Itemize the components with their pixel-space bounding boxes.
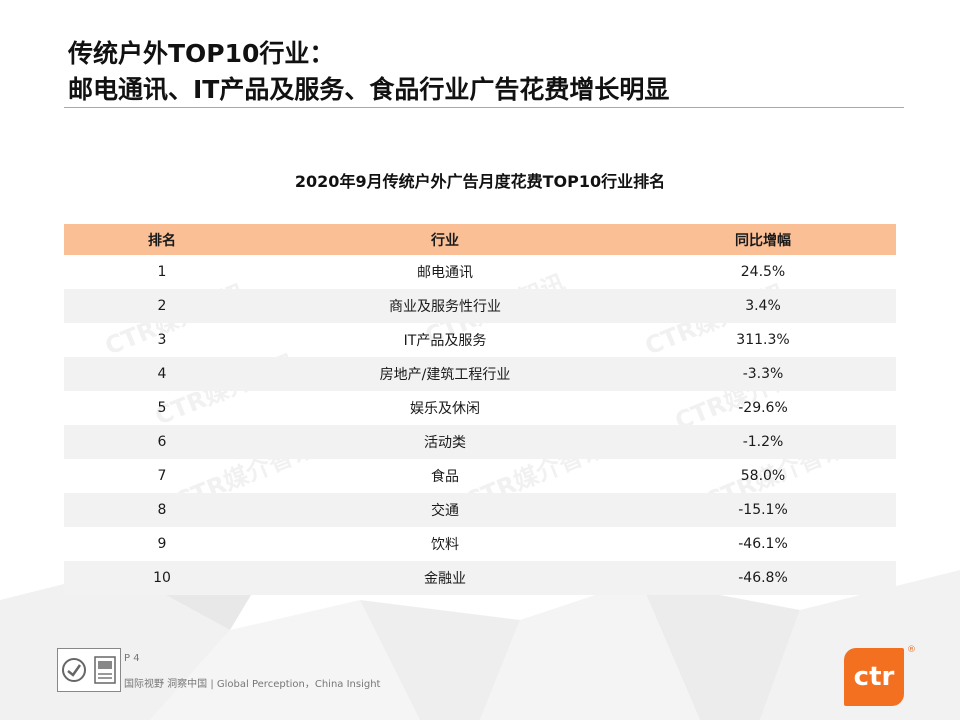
rank-cell: 5	[157, 400, 167, 416]
industry-cell: 商业及服务性行业	[260, 289, 630, 323]
ranking-table: 排名 行业 同比增幅 1 邮电通讯 24.5% 2 商业及服务性行业 3.4% …	[64, 224, 896, 595]
table-row: 5 娱乐及休闲 -29.6%	[64, 391, 896, 425]
growth-cell: -15.1%	[630, 493, 896, 527]
industry-cell: 娱乐及休闲	[410, 401, 480, 417]
page-title-line-2: 邮电通讯、IT产品及服务、食品行业广告花费增长明显	[68, 75, 670, 104]
table-header-row: 排名 行业 同比增幅	[64, 224, 896, 255]
industry-cell: 活动类	[260, 425, 630, 459]
growth-cell: -3.3%	[630, 357, 896, 391]
table-row: 9 饮料 -46.1%	[64, 527, 896, 561]
growth-cell: -29.6%	[738, 400, 788, 416]
ctr-logo: ctr	[844, 648, 904, 706]
growth-cell: -1.2%	[630, 425, 896, 459]
growth-cell: -46.8%	[630, 561, 896, 595]
certification-seal-icon	[62, 658, 86, 682]
footer-slogan: 国际视野 洞察中国 | Global Perception，China Insi…	[124, 679, 381, 690]
rank-cell: 10	[64, 561, 260, 595]
table-title: 2020年9月传统户外广告月度花费TOP10行业排名	[294, 172, 666, 191]
rank-cell: 8	[64, 493, 260, 527]
growth-cell: 3.4%	[630, 289, 896, 323]
table-row: 7 食品 58.0%	[64, 459, 896, 493]
column-header-industry: 行业	[260, 224, 630, 255]
rank-cell: 3	[157, 332, 167, 348]
column-header-rank: 排名	[64, 224, 260, 255]
table-row: 3 IT产品及服务 311.3%	[64, 323, 896, 357]
registered-mark-icon: ®	[907, 645, 916, 655]
growth-cell: 311.3%	[736, 332, 790, 348]
industry-cell: 金融业	[260, 561, 630, 595]
table-row: 8 交通 -15.1%	[64, 493, 896, 527]
table-row: 4 房地产/建筑工程行业 -3.3%	[64, 357, 896, 391]
growth-cell: 58.0%	[740, 468, 786, 484]
industry-cell: 邮电通讯	[417, 265, 473, 281]
industry-cell: 交通	[260, 493, 630, 527]
page-title: 传统户外TOP10行业： 邮电通讯、IT产品及服务、食品行业广告花费增长明显	[68, 36, 669, 108]
certification-logos	[57, 648, 121, 692]
table-row: 2 商业及服务性行业 3.4%	[64, 289, 896, 323]
industry-cell: 房地产/建筑工程行业	[260, 357, 630, 391]
rank-cell: 2	[64, 289, 260, 323]
table-row: 6 活动类 -1.2%	[64, 425, 896, 459]
page-number: P 4	[124, 653, 140, 664]
industry-cell: IT产品及服务	[403, 333, 487, 349]
page-title-line-1: 传统户外TOP10行业：	[68, 39, 335, 68]
table-row: 1 邮电通讯 24.5%	[64, 255, 896, 289]
rank-cell: 9	[157, 536, 167, 552]
rank-cell: 4	[64, 357, 260, 391]
rank-cell: 6	[64, 425, 260, 459]
rank-cell: 7	[157, 468, 167, 484]
industry-cell: 饮料	[431, 537, 459, 553]
table-row: 10 金融业 -46.8%	[64, 561, 896, 595]
title-divider	[64, 107, 904, 108]
industry-cell: 食品	[431, 469, 459, 485]
growth-cell: 24.5%	[740, 264, 786, 280]
growth-cell: -46.1%	[738, 536, 788, 552]
rank-cell: 1	[157, 264, 167, 280]
sgs-badge-icon	[94, 656, 116, 684]
column-header-growth: 同比增幅	[630, 224, 896, 255]
